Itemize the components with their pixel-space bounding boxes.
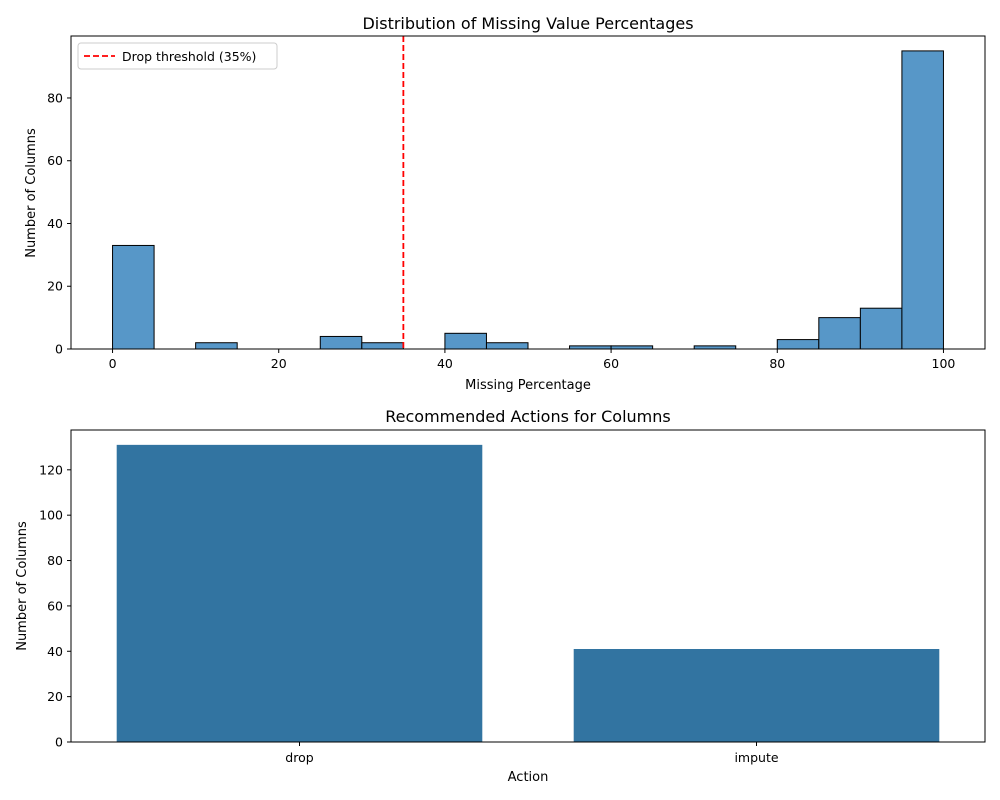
- histogram-bar: [361, 342, 404, 350]
- histogram-bar: [818, 317, 861, 350]
- histogram-y-ticks: 0 20 40 60 80: [47, 90, 71, 357]
- bar-chart-y-tick-label: 100: [39, 508, 63, 523]
- histogram-title: Distribution of Missing Value Percentage…: [362, 14, 693, 33]
- legend-threshold-label: Drop threshold (35%): [122, 49, 256, 64]
- histogram-bar: [776, 339, 820, 350]
- legend-box: [77, 42, 278, 70]
- bar-chart-y-tick-label: 60: [47, 598, 63, 613]
- bar-chart-y-tick-label: 40: [47, 644, 63, 659]
- histogram-bars: [112, 50, 944, 350]
- histogram-plot-frame: [70, 35, 986, 350]
- bar-chart-y-tick-label: 0: [55, 735, 63, 750]
- legend: Drop threshold (35%): [77, 42, 278, 70]
- bar-chart-y-tick-label: 80: [47, 553, 63, 568]
- histogram-bar: [901, 50, 944, 350]
- histogram-bar: [485, 342, 529, 350]
- bar-impute: [573, 649, 940, 742]
- bar-chart-bars: [116, 444, 940, 742]
- histogram-x-tick-label: 60: [603, 356, 619, 371]
- bar-drop: [116, 444, 483, 742]
- histogram-x-tick-label: 100: [932, 356, 956, 371]
- histogram-y-tick-label: 40: [47, 216, 63, 231]
- histogram-bar: [859, 307, 903, 350]
- histogram-y-tick-label: 0: [55, 342, 63, 357]
- histogram-x-axis-label: Missing Percentage: [465, 378, 591, 393]
- histogram-x-ticks: 0 20 40 60 80 100: [109, 349, 956, 371]
- histogram-x-tick-label: 20: [271, 356, 287, 371]
- histogram-chart: Distribution of Missing Value Percentage…: [24, 14, 986, 393]
- bar-chart-x-axis-label: Action: [508, 770, 549, 785]
- histogram-x-tick-label: 0: [109, 356, 117, 371]
- bar-chart-x-tick-label: impute: [734, 750, 778, 765]
- histogram-y-axis-label: Number of Columns: [24, 128, 39, 258]
- histogram-y-tick-label: 20: [47, 279, 63, 294]
- bar-chart-x-tick-label: drop: [285, 750, 313, 765]
- histogram-x-tick-label: 40: [437, 356, 453, 371]
- bar-chart-title: Recommended Actions for Columns: [385, 407, 670, 426]
- histogram-bar: [444, 332, 487, 350]
- bar-chart-y-tick-label: 20: [47, 689, 63, 704]
- histogram-y-tick-label: 60: [47, 153, 63, 168]
- bar-chart-y-axis-label: Number of Columns: [15, 521, 30, 651]
- histogram-y-tick-label: 80: [47, 90, 63, 105]
- histogram-bar: [319, 335, 363, 350]
- histogram-axes: [70, 35, 986, 350]
- histogram-x-tick-label: 80: [769, 356, 785, 371]
- histogram-bar: [112, 244, 155, 350]
- histogram-bar: [195, 342, 238, 350]
- bar-chart-y-ticks: 0 20 40 60 80 100 120: [39, 462, 71, 750]
- bar-chart-plot-frame: [70, 429, 986, 743]
- bar-chart-x-ticks: drop impute: [285, 742, 779, 765]
- bar-chart-axes: [70, 429, 986, 743]
- bar-chart-y-tick-label: 120: [39, 462, 63, 477]
- actions-bar-chart: Recommended Actions for Columns drop impu…: [15, 407, 986, 785]
